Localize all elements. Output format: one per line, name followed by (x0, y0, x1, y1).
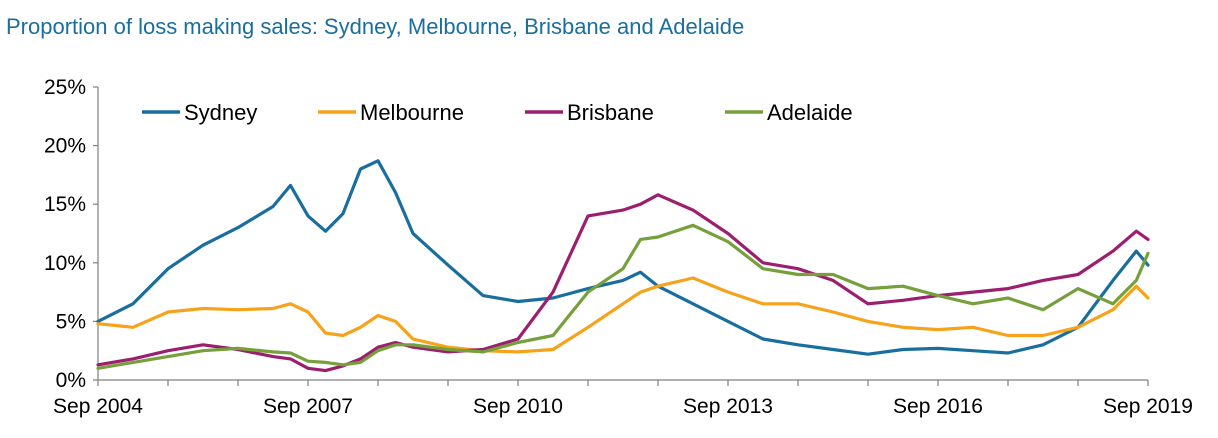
legend-item-melbourne: Melbourne (318, 100, 464, 125)
series-line-brisbane (96, 193, 1150, 373)
series-line-sydney (96, 159, 1150, 356)
legend: Sydney Melbourne Brisbane Adelaide (142, 100, 853, 125)
legend-item-sydney: Sydney (142, 100, 257, 125)
y-tick-label: 0% (56, 369, 86, 392)
series-line-melbourne (96, 276, 1150, 354)
legend-item-adelaide: Adelaide (725, 100, 853, 125)
legend-label: Brisbane (567, 100, 654, 125)
legend-label: Sydney (184, 100, 257, 125)
legend-label: Melbourne (360, 100, 464, 125)
legend-item-brisbane: Brisbane (525, 100, 654, 125)
x-tick-label: Sep 2004 (53, 395, 143, 418)
x-tick-label: Sep 2019 (1103, 395, 1193, 418)
x-tick-label: Sep 2013 (683, 395, 773, 418)
chart-title: Proportion of loss making sales: Sydney,… (6, 14, 745, 39)
x-tick-label: Sep 2007 (263, 395, 353, 418)
x-tick-label: Sep 2010 (473, 395, 563, 418)
series-line-adelaide (96, 223, 1150, 370)
legend-label: Adelaide (767, 100, 853, 125)
axes: 0% 5% 10% 15% 20% 25% Sep 2004 Sep 2007 Sep 2010… (44, 76, 1193, 418)
y-tick-label: 5% (56, 310, 86, 333)
x-tick-label: Sep 2016 (893, 395, 983, 418)
y-tick-label: 15% (44, 193, 86, 216)
y-tick-label: 25% (44, 76, 86, 99)
y-tick-label: 10% (44, 252, 86, 275)
y-tick-label: 20% (44, 135, 86, 158)
series-lines (96, 159, 1150, 373)
